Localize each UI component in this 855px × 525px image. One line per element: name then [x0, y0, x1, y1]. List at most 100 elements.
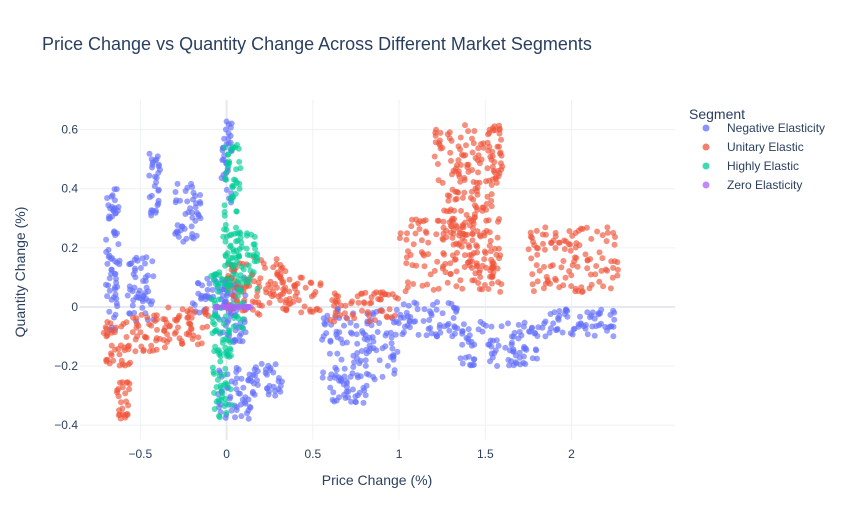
- data-point: [436, 324, 443, 331]
- data-point: [370, 373, 377, 380]
- data-point: [533, 262, 540, 269]
- data-point: [352, 399, 359, 406]
- data-point: [153, 179, 160, 186]
- data-point: [232, 177, 239, 184]
- data-point: [516, 349, 523, 356]
- data-point: [412, 318, 419, 325]
- data-point: [214, 376, 221, 383]
- data-point: [608, 258, 615, 265]
- data-point: [406, 318, 413, 325]
- data-point: [213, 327, 220, 333]
- data-point: [391, 370, 398, 377]
- data-point: [251, 391, 258, 398]
- data-point: [133, 320, 140, 327]
- data-point: [221, 144, 228, 151]
- data-point: [534, 333, 541, 339]
- data-point: [488, 280, 495, 287]
- data-point: [358, 348, 365, 354]
- data-point: [155, 163, 162, 170]
- data-point: [347, 373, 354, 380]
- data-point: [217, 280, 224, 287]
- data-point: [482, 250, 489, 256]
- data-point: [302, 284, 309, 291]
- data-point: [483, 178, 490, 185]
- data-point: [450, 167, 457, 174]
- data-point: [266, 382, 273, 389]
- data-point: [227, 386, 234, 393]
- data-point: [410, 281, 417, 287]
- legend: Segment Negative Elasticity Unitary Elast…: [689, 106, 825, 192]
- data-point: [489, 259, 496, 266]
- data-point: [175, 324, 181, 331]
- data-point: [220, 233, 227, 240]
- data-point: [478, 141, 484, 148]
- data-points: [100, 118, 621, 422]
- data-point: [341, 391, 348, 398]
- data-point: [227, 339, 234, 346]
- data-point: [260, 260, 267, 267]
- data-point: [239, 279, 246, 286]
- data-point: [382, 332, 389, 339]
- data-point: [409, 262, 416, 269]
- data-point: [319, 336, 326, 343]
- data-point: [403, 236, 410, 243]
- data-point: [238, 375, 245, 382]
- data-point: [515, 335, 522, 342]
- data-point: [599, 232, 606, 239]
- data-point: [349, 386, 356, 393]
- data-point: [155, 169, 162, 176]
- data-point: [494, 234, 501, 241]
- data-point: [357, 373, 364, 380]
- data-point: [320, 369, 327, 376]
- data-point: [390, 353, 397, 360]
- data-point: [117, 379, 123, 386]
- data-point: [379, 373, 386, 380]
- data-point: [341, 365, 348, 372]
- data-point: [317, 282, 324, 289]
- data-point: [215, 288, 221, 295]
- data-point: [556, 284, 563, 291]
- data-point: [279, 378, 285, 385]
- data-point: [223, 409, 230, 416]
- data-point: [227, 255, 234, 261]
- data-point: [452, 256, 459, 263]
- x-axis-title: Price Change (%): [322, 472, 433, 488]
- data-point: [183, 235, 190, 242]
- data-point: [221, 212, 228, 219]
- data-point: [355, 299, 362, 306]
- data-point: [237, 230, 244, 237]
- data-point: [108, 342, 115, 349]
- data-point: [474, 228, 481, 235]
- data-point: [430, 286, 437, 293]
- data-point: [118, 357, 125, 364]
- data-point: [139, 304, 146, 311]
- data-point: [297, 274, 304, 281]
- data-point: [117, 342, 124, 349]
- data-point: [610, 307, 617, 314]
- data-point: [111, 271, 118, 277]
- data-point: [488, 203, 495, 210]
- x-tick-label: 2: [568, 447, 575, 461]
- data-point: [329, 297, 336, 304]
- data-point: [252, 372, 259, 379]
- data-point: [520, 353, 527, 360]
- data-point: [283, 306, 289, 313]
- data-point: [228, 407, 235, 414]
- data-point: [219, 393, 226, 400]
- data-point: [132, 348, 139, 355]
- data-point: [225, 259, 232, 266]
- data-point: [588, 235, 595, 242]
- data-point: [495, 167, 502, 174]
- data-point: [479, 328, 486, 335]
- data-point: [469, 135, 475, 142]
- data-point: [453, 308, 460, 315]
- data-point: [486, 242, 493, 249]
- data-point: [287, 300, 294, 307]
- data-point: [533, 347, 540, 354]
- data-point: [215, 296, 222, 303]
- data-point: [120, 320, 127, 327]
- y-axis-title: Quantity Change (%): [12, 207, 28, 338]
- data-point: [458, 207, 464, 214]
- data-point: [171, 330, 178, 337]
- data-point: [481, 256, 488, 263]
